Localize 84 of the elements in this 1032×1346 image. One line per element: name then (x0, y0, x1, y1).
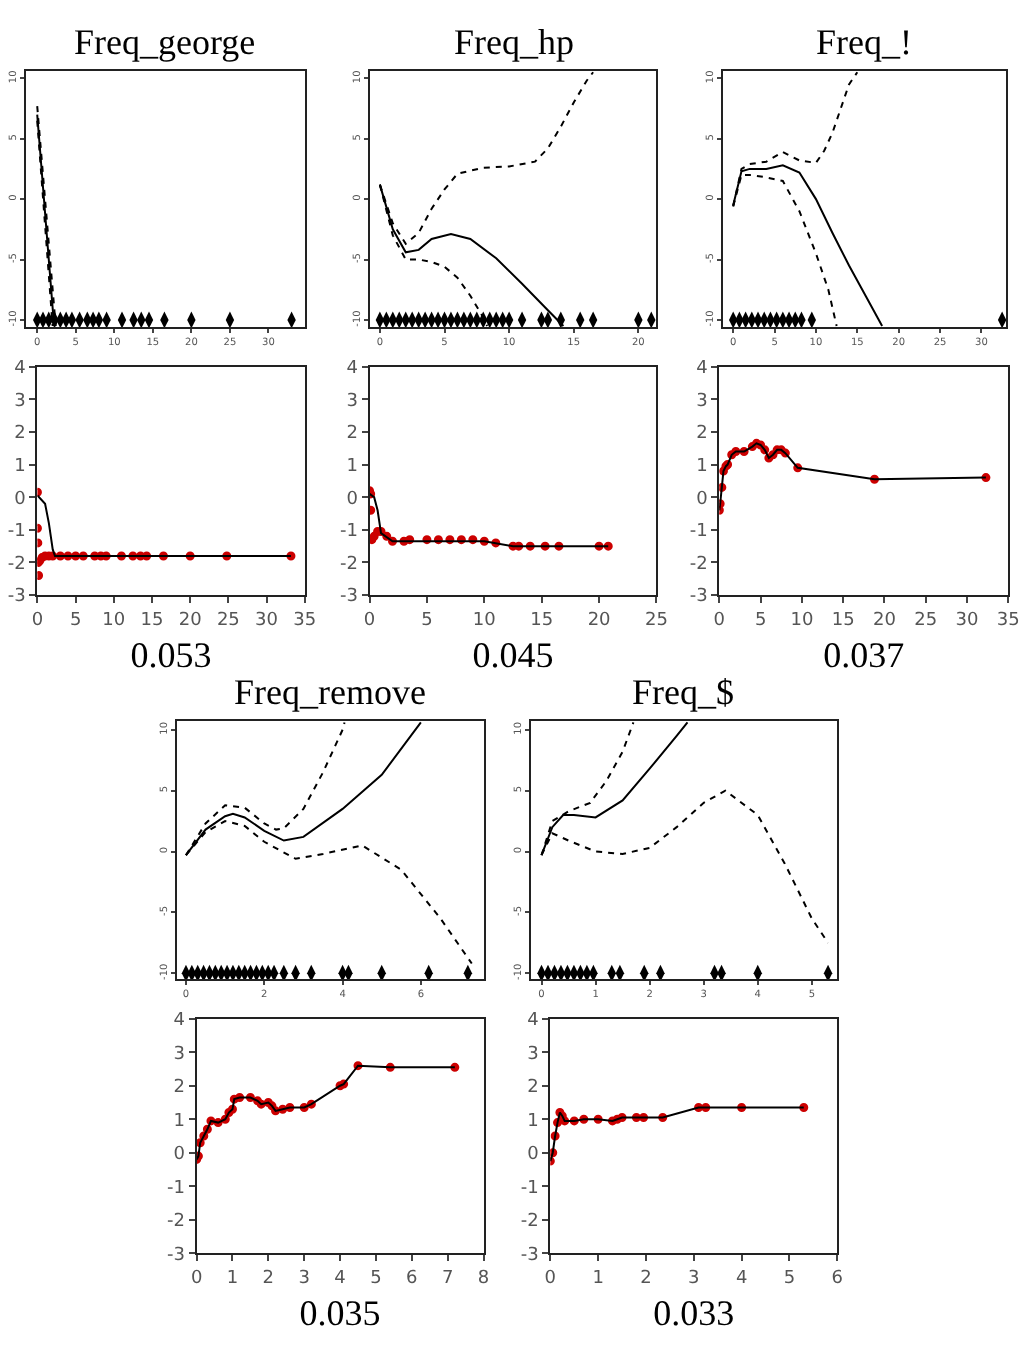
y-tick-label: 3 (346, 391, 358, 412)
y-tick-label: 3 (14, 391, 26, 412)
y-tick-label: -3 (339, 587, 358, 608)
y-tick-label: -1 (689, 522, 708, 543)
y-tick-label: 0 (173, 1145, 186, 1166)
x-tick-label: 15 (831, 610, 855, 631)
x-axis-title: 0.037 (823, 634, 905, 675)
x-tick-label: 4 (735, 1268, 748, 1289)
y-tick-label: 0 (696, 489, 709, 510)
y-tick-label: -3 (167, 1245, 186, 1266)
chart-title: Freq_george (74, 22, 256, 62)
x-tick-label: 25 (644, 610, 668, 631)
chart-title: Freq_! (816, 22, 912, 62)
y-tick-label: 4 (696, 358, 709, 379)
x-tick-label: 0 (190, 1268, 203, 1289)
chart-title: Freq_$ (632, 672, 734, 712)
x-tick-label: 5 (421, 610, 433, 631)
x-tick-label: 15 (140, 610, 164, 631)
y-tick-label: -2 (520, 1212, 539, 1233)
y-tick-label: 4 (173, 1011, 186, 1032)
y-tick-label: 4 (527, 1011, 540, 1032)
y-tick-label: 1 (14, 456, 26, 477)
y-tick-label: -3 (520, 1245, 539, 1266)
y-tick-label: 2 (696, 424, 708, 445)
y-tick-label: -2 (167, 1212, 186, 1233)
x-axis-title: 0.033 (653, 1293, 735, 1334)
x-tick-label: 5 (754, 610, 767, 631)
y-tick-label: 0 (346, 489, 359, 510)
x-tick-label: 2 (640, 1268, 652, 1289)
y-tick-label: 0 (14, 489, 27, 510)
y-tick-label: -2 (339, 554, 358, 575)
chart-title: Freq_remove (234, 672, 426, 712)
x-tick-label: 6 (831, 1268, 844, 1289)
x-axis-title: 0.053 (130, 634, 212, 675)
y-tick-label: 1 (346, 456, 358, 477)
x-tick-label: 20 (872, 610, 897, 631)
x-tick-label: 1 (592, 1268, 604, 1289)
y-tick-label: 3 (527, 1044, 539, 1065)
x-axis-title: 0.045 (472, 634, 554, 675)
y-tick-label: 0 (527, 1145, 540, 1166)
x-tick-label: 5 (69, 610, 82, 631)
y-tick-label: -1 (7, 522, 26, 543)
x-tick-label: 30 (955, 610, 979, 631)
x-tick-label: 6 (406, 1268, 419, 1289)
x-tick-label: 10 (472, 610, 497, 631)
x-tick-label: 10 (102, 610, 126, 631)
x-tick-label: 5 (783, 1268, 796, 1289)
x-axis-title: 0.035 (299, 1293, 381, 1334)
x-tick-label: 0 (31, 610, 44, 631)
x-tick-label: 1 (226, 1268, 239, 1289)
y-tick-label: 2 (14, 424, 26, 445)
y-tick-label: 2 (527, 1078, 539, 1099)
x-tick-label: 35 (293, 610, 317, 631)
x-tick-label: 10 (790, 610, 814, 631)
y-tick-label: -2 (689, 554, 708, 575)
y-tick-label: -1 (520, 1178, 539, 1199)
x-tick-label: 3 (298, 1268, 310, 1289)
x-tick-label: 35 (996, 610, 1020, 631)
x-tick-label: 7 (441, 1268, 454, 1289)
y-tick-label: 2 (346, 424, 358, 445)
y-tick-label: -1 (167, 1178, 186, 1199)
x-tick-label: 0 (544, 1268, 557, 1289)
y-tick-label: 2 (173, 1078, 186, 1099)
x-tick-label: 5 (370, 1268, 382, 1289)
y-tick-label: -1 (339, 522, 358, 543)
y-tick-label: 1 (696, 456, 708, 477)
y-tick-label: 1 (527, 1111, 539, 1132)
x-tick-label: 20 (178, 610, 203, 631)
y-tick-label: 4 (346, 358, 359, 379)
chart-title: Freq_hp (454, 22, 574, 62)
x-tick-label: 30 (255, 610, 279, 631)
x-tick-label: 2 (262, 1268, 275, 1289)
x-tick-label: 8 (477, 1268, 490, 1289)
y-tick-label: -3 (689, 587, 708, 608)
y-tick-label: 1 (173, 1111, 186, 1132)
y-tick-label: 4 (14, 358, 27, 379)
x-tick-label: 25 (216, 610, 240, 631)
x-tick-label: 25 (914, 610, 938, 631)
y-tick-label: -2 (7, 554, 26, 575)
y-tick-label: -3 (7, 587, 26, 608)
y-tick-label: 3 (696, 391, 708, 412)
x-tick-label: 20 (587, 610, 612, 631)
y-tick-label: 3 (173, 1044, 186, 1065)
x-tick-label: 15 (530, 610, 554, 631)
